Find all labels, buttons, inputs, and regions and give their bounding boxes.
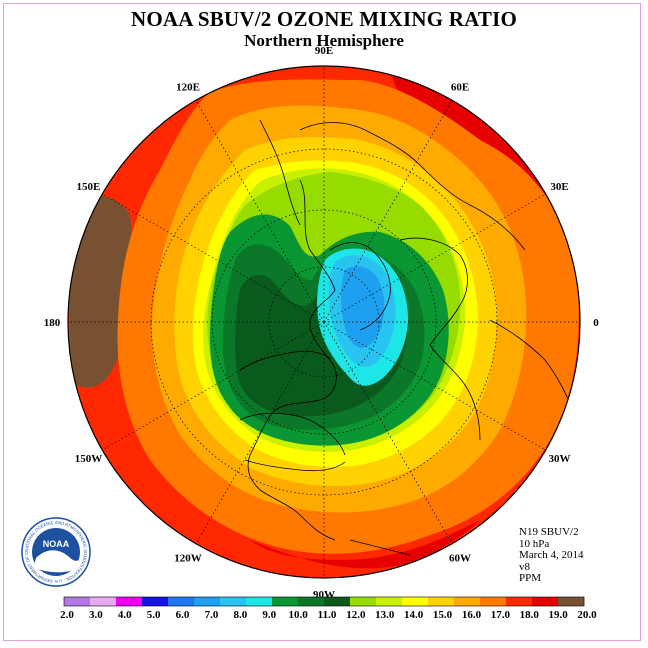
colorbar-tick-label: 11.0 [318, 609, 337, 621]
colorbar-tick-label: 16.0 [462, 609, 482, 621]
ozone-field [68, 66, 580, 578]
colorbar-tick-label: 17.0 [491, 609, 511, 621]
longitude-label-lon-0: 0 [593, 317, 599, 329]
colorbar-tick-label: 8.0 [233, 609, 247, 621]
colorbar-border [63, 596, 585, 607]
colorbar-tick-label: 2.0 [60, 609, 74, 621]
info-level: 10 hPa [519, 537, 550, 550]
colorbar-tick-label: 14.0 [404, 609, 424, 621]
map-subtitle: Northern Hemisphere [244, 31, 404, 50]
longitude-label-lon-180: 180 [44, 317, 61, 329]
meridian-lon-120w [195, 321, 325, 544]
colorbar-tick-label: 18.0 [520, 609, 540, 621]
contour-19-20 [70, 195, 132, 388]
colorbar-swatch [428, 597, 455, 606]
longitude-label-lon-120e: 120E [176, 81, 200, 93]
colorbar-swatch [558, 597, 585, 606]
longitude-label-lon-150w: 150W [75, 453, 103, 465]
colorbar-tick-label: 10.0 [288, 609, 308, 621]
colorbar-swatch [350, 597, 377, 606]
colorbar-swatch [532, 597, 559, 606]
colorbar-swatch [64, 597, 91, 606]
info-block: N19 SBUV/2 10 hPa March 4, 2014 v8 PPM [519, 526, 584, 585]
colorbar-swatch [324, 597, 351, 606]
info-units: PPM [519, 572, 542, 584]
colorbar-tick-label: 15.0 [433, 609, 453, 621]
meridian-lon-60w [323, 321, 453, 544]
colorbar-swatch [142, 597, 169, 606]
colorbar-swatch [480, 597, 507, 606]
info-date: March 4, 2014 [519, 549, 584, 561]
colorbar-swatch [298, 597, 325, 606]
colorbar-swatch [90, 597, 117, 606]
longitude-label-lon-60w: 60W [449, 553, 471, 565]
colorbar-tick-label: 3.0 [89, 609, 103, 621]
colorbar: 2.0 3.0 4.0 5.0 6.0 7.0 8.0 9.0 10.0 11.0 12.0 13.0… [60, 596, 597, 621]
longitude-label-lon-30e: 30E [550, 181, 568, 193]
coast-arctic [329, 242, 391, 331]
coast-southamerica [349, 539, 411, 556]
image-frame [3, 3, 641, 641]
longitude-label-lon-30w: 30W [549, 453, 571, 465]
colorbar-swatch [402, 597, 429, 606]
logo-gull-icon [34, 550, 78, 573]
colorbar-swatch [246, 597, 273, 606]
meridian-lon-60e [323, 100, 453, 323]
colorbar-tick-label: 9.0 [262, 609, 276, 621]
info-instrument: N19 SBUV/2 [519, 526, 579, 538]
contour-7-8 [341, 266, 385, 348]
colorbar-swatch [506, 597, 533, 606]
colorbar-swatch [272, 597, 299, 606]
globe-boundary [67, 65, 581, 579]
colorbar-swatch [194, 597, 221, 606]
meridian-lon-30e [323, 193, 546, 323]
map-title: NOAA SBUV/2 OZONE MIXING RATIO [131, 7, 517, 31]
meridian-lon-150e [102, 193, 325, 323]
colorbar-tick-label: 19.0 [548, 609, 568, 621]
colorbar-tick-label: 7.0 [205, 609, 219, 621]
colorbar-swatch [220, 597, 247, 606]
coast-americas [247, 179, 337, 541]
colorbar-swatch [454, 597, 481, 606]
colorbar-swatch [116, 597, 143, 606]
longitude-label-lon-90e: 90E [315, 45, 333, 57]
logo-text: NOAA [43, 539, 70, 549]
colorbar-tick-label: 5.0 [147, 609, 161, 621]
colorbar-tick-label: 13.0 [375, 609, 395, 621]
longitude-label-lon-60e: 60E [451, 81, 469, 93]
meridian-lon-150w [102, 321, 325, 451]
colorbar-tick-label: 6.0 [176, 609, 190, 621]
meridian-lon-120e [195, 100, 325, 323]
coast-us-north [239, 412, 346, 456]
coast-europe [399, 237, 481, 441]
coast-eastasia [259, 119, 301, 226]
colorbar-tick-label: 4.0 [118, 609, 132, 621]
lat-circle-75 [268, 266, 380, 378]
longitude-label-lon-120w: 120W [174, 553, 202, 565]
graticule [68, 66, 580, 578]
colorbar-tick-label: 20.0 [577, 609, 597, 621]
info-version: v8 [519, 560, 530, 573]
meridian-lon-30w [323, 321, 546, 451]
longitude-label-lon-150e: 150E [77, 181, 101, 193]
coast-gulf [244, 459, 346, 472]
colorbar-tick-label: 12.0 [346, 609, 366, 621]
colorbar-swatch [168, 597, 195, 606]
colorbar-swatch [376, 597, 403, 606]
meridians [68, 66, 580, 578]
coast-asia [299, 122, 526, 251]
contour-19-b [250, 520, 480, 569]
